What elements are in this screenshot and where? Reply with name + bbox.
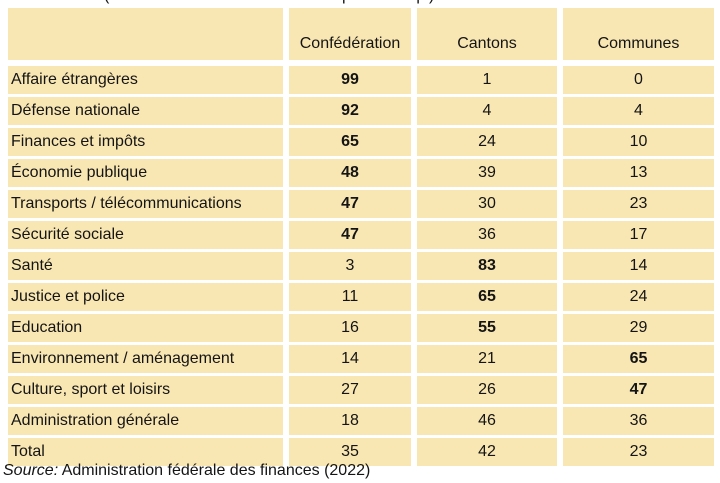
value-cell: 29: [563, 314, 714, 342]
row-label: Environnement / aménagement: [8, 345, 283, 373]
value-cell: 4: [563, 97, 714, 125]
row-label: Affaire étrangères: [8, 66, 283, 94]
value-cell: 46: [417, 407, 557, 435]
source-text: Administration fédérale des finances (20…: [61, 462, 371, 479]
value-cell: 4: [417, 97, 557, 125]
value-cell: 14: [563, 252, 714, 280]
row-label: Défense nationale: [8, 97, 283, 125]
value-cell: 11: [289, 283, 411, 311]
row-label: Finances et impôts: [8, 128, 283, 156]
row-label: Total: [8, 438, 283, 466]
value-cell: 65: [417, 283, 557, 311]
value-cell: 47: [289, 190, 411, 218]
row-label: Justice et police: [8, 283, 283, 311]
value-cell: 65: [289, 128, 411, 156]
title-glyph-fragment: ): [429, 0, 434, 5]
value-cell: 27: [289, 376, 411, 404]
value-cell: 36: [417, 221, 557, 249]
value-cell: 24: [417, 128, 557, 156]
row-label: Économie publique: [8, 159, 283, 187]
value-cell: 18: [289, 407, 411, 435]
value-cell: 23: [563, 190, 714, 218]
value-cell: 21: [417, 345, 557, 373]
value-cell: 0: [563, 66, 714, 94]
value-cell: 13: [563, 159, 714, 187]
value-cell: 35: [289, 438, 411, 466]
row-label: Administration générale: [8, 407, 283, 435]
column-header: Communes: [563, 8, 714, 63]
source-line: Source: Administration fédérale des fina…: [3, 462, 370, 480]
value-cell: 14: [289, 345, 411, 373]
corner-header-cell: [8, 8, 283, 63]
value-cell: 47: [289, 221, 411, 249]
value-cell: 26: [417, 376, 557, 404]
column-header: Cantons: [417, 8, 557, 63]
row-label: Culture, sport et loisirs: [8, 376, 283, 404]
value-cell: 99: [289, 66, 411, 94]
value-cell: 47: [563, 376, 714, 404]
value-cell: 83: [417, 252, 557, 280]
value-cell: 16: [289, 314, 411, 342]
title-glyph-fragment: q: [411, 0, 420, 5]
title-glyph-fragment: p: [342, 0, 351, 5]
value-cell: 23: [563, 438, 714, 466]
source-label: Source:: [3, 462, 59, 479]
value-cell: 55: [417, 314, 557, 342]
row-label: Sécurité sociale: [8, 221, 283, 249]
cropped-title-fragment: ( p q): [0, 0, 720, 6]
column-header: Confédération: [289, 8, 411, 63]
title-glyph-fragment: (: [104, 0, 109, 5]
value-cell: 3: [289, 252, 411, 280]
value-cell: 39: [417, 159, 557, 187]
value-cell: 48: [289, 159, 411, 187]
data-table: Confédération Cantons Communes Affaire étra…: [8, 8, 714, 466]
value-cell: 24: [563, 283, 714, 311]
value-cell: 1: [417, 66, 557, 94]
row-label: Santé: [8, 252, 283, 280]
value-cell: 10: [563, 128, 714, 156]
value-cell: 36: [563, 407, 714, 435]
value-cell: 42: [417, 438, 557, 466]
value-cell: 92: [289, 97, 411, 125]
value-cell: 30: [417, 190, 557, 218]
value-cell: 65: [563, 345, 714, 373]
row-label: Transports / télécommunications: [8, 190, 283, 218]
value-cell: 17: [563, 221, 714, 249]
row-label: Education: [8, 314, 283, 342]
